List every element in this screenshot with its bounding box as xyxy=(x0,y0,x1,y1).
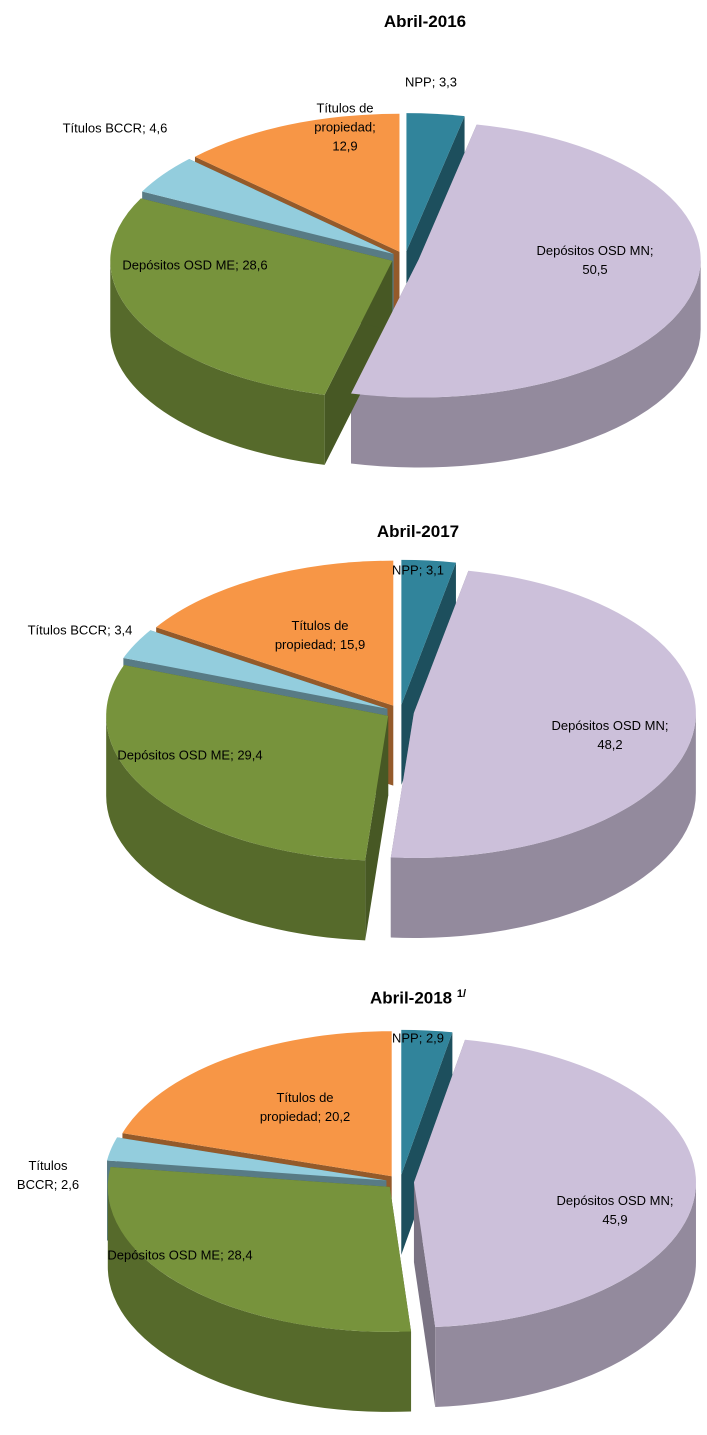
pie-slice xyxy=(156,560,394,706)
pie-slice xyxy=(401,1029,453,1175)
pie-slice xyxy=(123,630,388,709)
label-value: 20,2 xyxy=(324,1109,351,1124)
label-category: Títulos de propiedad xyxy=(314,100,374,135)
label-value: 45,9 xyxy=(602,1212,628,1227)
data-label: NPP; 3,1 xyxy=(378,561,458,580)
label-value: 2,9 xyxy=(425,1030,445,1046)
label-category: NPP xyxy=(391,1030,419,1046)
label-category: Depósitos OSD MN xyxy=(556,1193,670,1208)
label-separator: ; xyxy=(220,1247,228,1263)
label-separator: ; xyxy=(317,1109,325,1124)
label-value: 12,9 xyxy=(332,138,358,154)
label-value: 29,4 xyxy=(237,747,263,763)
pie-slice xyxy=(390,570,696,858)
label-separator: ; xyxy=(142,120,150,136)
chart-title: Abril-2018 1/ xyxy=(370,988,466,1009)
label-separator: ; xyxy=(53,1177,61,1192)
data-label: Títulos de propiedad; 15,9 xyxy=(265,616,375,654)
title-note: 1/ xyxy=(456,988,467,1000)
label-category: Títulos BCCR xyxy=(16,1158,68,1192)
data-label: Depósitos OSD MN; 45,9 xyxy=(555,1191,675,1229)
label-value: 50,5 xyxy=(582,262,608,277)
label-value: 48,2 xyxy=(597,737,623,752)
chart-title: Abril-2017 xyxy=(376,522,460,541)
label-separator: ; xyxy=(431,74,439,90)
label-value: 3,4 xyxy=(114,622,133,638)
label-separator: ; xyxy=(418,1030,426,1046)
pie-slice xyxy=(351,124,701,398)
label-separator: ; xyxy=(664,718,669,733)
label-separator: ; xyxy=(230,747,238,763)
pie-slice xyxy=(106,665,389,861)
label-separator: ; xyxy=(649,243,654,258)
label-category: Depósitos OSD ME xyxy=(122,257,236,273)
data-label: Títulos de propiedad; 20,2 xyxy=(245,1088,365,1126)
pie-slice xyxy=(142,159,394,255)
pie-slice xyxy=(413,1039,696,1327)
label-separator: ; xyxy=(332,637,340,652)
label-category: Depósitos OSD ME xyxy=(107,1247,221,1263)
pie-slice xyxy=(406,113,465,252)
pie-slice xyxy=(107,1137,387,1181)
slice-side xyxy=(351,259,701,468)
data-label: Depósitos OSD ME; 28,4 xyxy=(95,1246,265,1265)
pie-slice xyxy=(401,559,456,705)
label-value: 3,1 xyxy=(425,562,445,578)
label-category: Depósitos OSD MN xyxy=(536,243,650,258)
label-category: Títulos de propiedad xyxy=(259,1090,334,1124)
slice-side xyxy=(435,1182,696,1407)
label-separator: ; xyxy=(669,1193,674,1208)
label-separator: ; xyxy=(235,257,243,273)
data-label: NPP; 2,9 xyxy=(378,1029,458,1048)
label-separator: ; xyxy=(418,562,426,578)
pie-slice xyxy=(194,113,400,252)
pie-slice xyxy=(110,198,393,395)
label-category: Títulos BCCR xyxy=(27,622,108,638)
data-label: NPP; 3,3 xyxy=(391,73,471,92)
data-label: Títulos BCCR; 2,6 xyxy=(8,1156,88,1194)
slice-side xyxy=(110,260,325,465)
slice-cut-face xyxy=(413,1182,436,1407)
data-label: Títulos de propiedad; 12,9 xyxy=(300,99,390,156)
chart-title: Abril-2016 xyxy=(383,12,467,31)
label-value: 28,4 xyxy=(227,1247,253,1263)
data-label: Depósitos OSD ME; 28,6 xyxy=(110,256,280,275)
data-label: Depósitos OSD MN; 48,2 xyxy=(550,716,670,754)
label-value: 2,6 xyxy=(61,1177,80,1192)
label-category: Títulos de propiedad xyxy=(274,618,349,652)
label-separator: ; xyxy=(372,119,376,135)
label-category: NPP xyxy=(391,562,419,578)
slice-side xyxy=(107,1186,412,1412)
pie-slice xyxy=(122,1031,392,1177)
label-separator: ; xyxy=(107,622,115,638)
slice-side xyxy=(106,715,366,941)
label-value: 4,6 xyxy=(149,120,168,136)
data-label: Depósitos OSD ME; 29,4 xyxy=(105,746,275,765)
label-category: Depósitos OSD MN xyxy=(551,718,665,733)
label-category: Títulos BCCR xyxy=(62,120,143,136)
data-label: Títulos BCCR; 4,6 xyxy=(45,119,185,138)
slice-side xyxy=(390,712,696,938)
label-value: 3,3 xyxy=(438,74,458,90)
label-category: Depósitos OSD ME xyxy=(117,747,231,763)
pie-slice xyxy=(107,1166,412,1332)
data-label: Depósitos OSD MN; 50,5 xyxy=(535,241,655,279)
label-value: 15,9 xyxy=(339,637,366,652)
data-label: Títulos BCCR; 3,4 xyxy=(10,621,150,640)
label-category: NPP xyxy=(404,74,432,90)
title-text: Abril-2018 xyxy=(369,988,453,1008)
label-value: 28,6 xyxy=(242,257,268,273)
